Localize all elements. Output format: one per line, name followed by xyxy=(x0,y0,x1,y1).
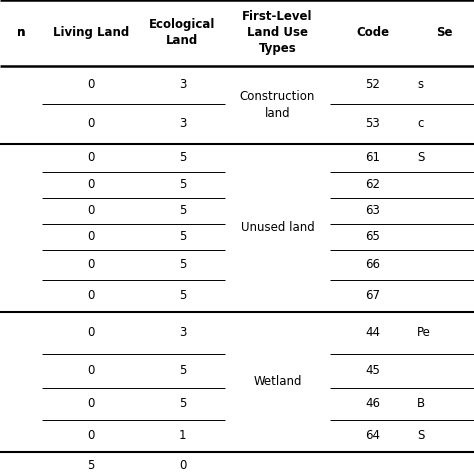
Text: Pe: Pe xyxy=(417,326,431,339)
Text: n: n xyxy=(17,27,25,39)
Text: Wetland: Wetland xyxy=(253,375,302,388)
Text: c: c xyxy=(417,118,423,130)
Text: 65: 65 xyxy=(365,230,380,243)
Text: Construction
land: Construction land xyxy=(240,90,315,120)
Text: 46: 46 xyxy=(365,397,380,410)
Text: 3: 3 xyxy=(179,118,186,130)
Text: 0: 0 xyxy=(87,289,95,302)
Text: B: B xyxy=(417,397,425,410)
Text: 66: 66 xyxy=(365,258,380,271)
Text: 0: 0 xyxy=(87,78,95,91)
Text: 67: 67 xyxy=(365,289,380,302)
Text: n: n xyxy=(17,27,25,39)
Text: Ecological
Land: Ecological Land xyxy=(149,18,216,47)
Text: 5: 5 xyxy=(179,178,186,191)
Text: 0: 0 xyxy=(87,258,95,271)
Text: 5: 5 xyxy=(179,289,186,302)
Text: 63: 63 xyxy=(365,204,380,218)
Text: First-Level
Land Use
Types: First-Level Land Use Types xyxy=(242,10,313,55)
Text: 45: 45 xyxy=(365,364,380,377)
Text: 0: 0 xyxy=(87,397,95,410)
Text: Unused land: Unused land xyxy=(241,221,314,234)
Text: 5: 5 xyxy=(179,230,186,243)
Text: 52: 52 xyxy=(365,78,380,91)
Text: 61: 61 xyxy=(365,151,380,164)
Text: 0: 0 xyxy=(179,459,186,472)
Text: Living Land: Living Land xyxy=(53,27,129,39)
Text: S: S xyxy=(417,429,424,442)
Text: 5: 5 xyxy=(179,204,186,218)
Text: 53: 53 xyxy=(365,118,380,130)
Text: 0: 0 xyxy=(87,118,95,130)
Text: 0: 0 xyxy=(87,364,95,377)
Text: 5: 5 xyxy=(179,258,186,271)
Text: 5: 5 xyxy=(179,397,186,410)
Text: 0: 0 xyxy=(87,178,95,191)
Text: 3: 3 xyxy=(179,326,186,339)
Text: 5: 5 xyxy=(179,151,186,164)
Text: 0: 0 xyxy=(87,326,95,339)
Text: 64: 64 xyxy=(365,429,380,442)
Text: 1: 1 xyxy=(179,429,186,442)
Text: S: S xyxy=(417,151,424,164)
Text: s: s xyxy=(417,78,423,91)
Text: 0: 0 xyxy=(87,429,95,442)
Text: 3: 3 xyxy=(179,78,186,91)
Text: 62: 62 xyxy=(365,178,380,191)
Text: 0: 0 xyxy=(87,230,95,243)
Text: 0: 0 xyxy=(87,204,95,218)
Text: 5: 5 xyxy=(179,364,186,377)
Text: 5: 5 xyxy=(87,459,95,472)
Text: 44: 44 xyxy=(365,326,380,339)
Text: 0: 0 xyxy=(87,151,95,164)
Text: Se: Se xyxy=(436,27,453,39)
Text: Code: Code xyxy=(356,27,389,39)
